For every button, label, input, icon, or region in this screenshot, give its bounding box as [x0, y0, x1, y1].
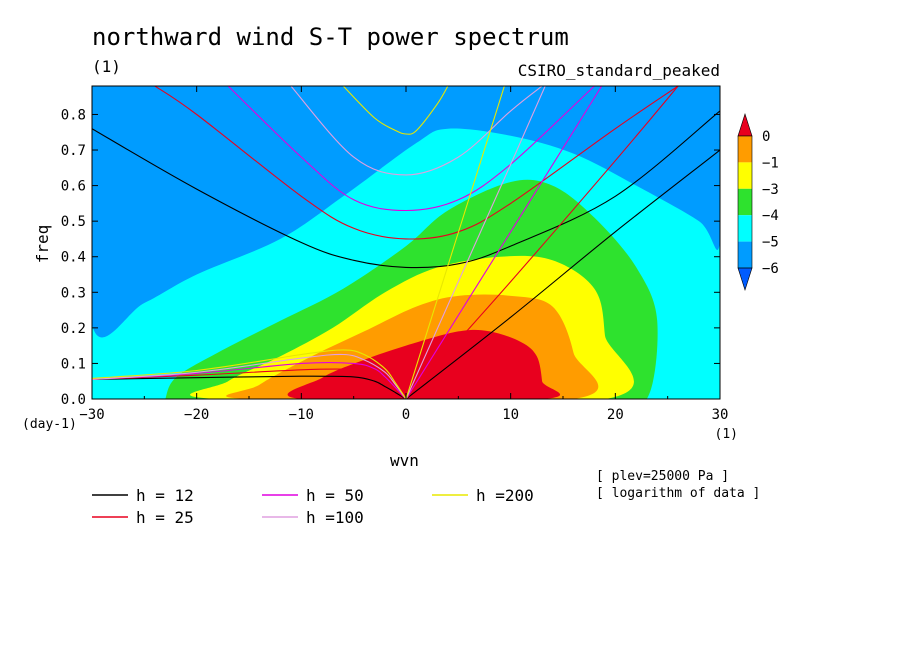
colorbar-level-label: −5	[762, 235, 779, 251]
x-tick-label: −10	[289, 407, 314, 423]
x-tick-label: 0	[402, 407, 410, 423]
legend: h = 12 h = 25 h = 50 h =100 h =200	[92, 486, 534, 527]
dispersion-kelvin-h100	[405, 86, 546, 399]
legend-label: h = 25	[136, 508, 194, 527]
dispersion-rossby-h200	[92, 349, 407, 399]
colorbar: 0 −1 −3 −4 −5 −6	[737, 113, 779, 291]
colorbar-swatch	[738, 136, 752, 163]
annotation-log: [ logarithm of data ]	[596, 486, 760, 501]
x-tick-label: −30	[79, 407, 104, 423]
colorbar-bottom-arrow	[737, 267, 753, 291]
dispersion-curves	[92, 86, 720, 399]
colorbar-level-label: −6	[762, 261, 779, 277]
x-axis: −30 −20 −10 0 10 20 30	[79, 86, 728, 423]
dispersion-parabola-h100	[290, 86, 543, 176]
y-tick-label: 0.3	[61, 285, 86, 301]
legend-label: h = 50	[306, 486, 364, 505]
dispersion-parabola-h25	[154, 86, 679, 240]
colorbar-swatch	[738, 215, 752, 242]
y-axis: 0.0 0.1 0.2 0.3 0.4 0.5 0.6 0.7 0.8	[61, 107, 720, 408]
legend-label: h = 12	[136, 486, 194, 505]
dispersion-kelvin-h25	[405, 86, 679, 399]
x-tick-label: 30	[712, 407, 729, 423]
dispersion-rossby-h25	[92, 368, 407, 399]
chart-subtitle-left: (1)	[92, 57, 121, 76]
y-tick-label: 0.2	[61, 321, 86, 337]
chart-title: northward wind S-T power spectrum	[92, 23, 569, 51]
colorbar-swatch	[738, 162, 752, 189]
y-axis-unit: (day-1)	[22, 417, 77, 432]
y-axis-label: freq	[33, 225, 52, 264]
colorbar-level-label: −3	[762, 182, 779, 198]
colorbar-frame	[737, 135, 753, 269]
legend-label: h =200	[476, 486, 534, 505]
chart-subtitle-right: CSIRO_standard_peaked	[518, 61, 720, 80]
y-tick-label: 0.6	[61, 179, 86, 195]
x-tick-label: 20	[607, 407, 624, 423]
y-tick-label: 0.4	[61, 250, 86, 266]
dispersion-parabola-h200	[342, 86, 449, 135]
dispersion-kelvin-h50	[405, 86, 603, 399]
y-tick-label: 0.7	[61, 143, 86, 159]
y-tick-label: 0.8	[61, 107, 86, 123]
dispersion-rossby-h100	[92, 353, 407, 399]
contour-fill-level-0	[287, 329, 560, 399]
colorbar-swatch	[738, 241, 752, 268]
colorbar-level-label: −4	[762, 208, 779, 224]
x-tick-label: 10	[502, 407, 519, 423]
dispersion-parabola-h12	[92, 110, 720, 269]
dispersion-kelvin-h12	[405, 149, 720, 399]
x-axis-label: wvn	[390, 451, 419, 470]
legend-label: h =100	[306, 508, 364, 527]
y-tick-label: 0.5	[61, 214, 86, 230]
colorbar-top-arrow	[737, 113, 753, 137]
dispersion-kelvin-h200	[405, 86, 505, 399]
colorbar-swatch	[738, 188, 752, 216]
colorbar-level-label: 0	[762, 129, 770, 145]
plot-area	[91, 85, 721, 400]
y-tick-label: 0.1	[61, 356, 86, 372]
dispersion-rossby-h50	[92, 361, 407, 399]
colorbar-level-label: −1	[762, 155, 779, 171]
dispersion-parabola-h50	[227, 86, 595, 212]
y-tick-label: 0.0	[61, 392, 86, 408]
dispersion-rossby-h12	[92, 375, 407, 399]
annotation-plev: [ plev=25000 Pa ]	[596, 469, 729, 484]
x-axis-unit: (1)	[715, 427, 738, 442]
x-tick-label: −20	[184, 407, 209, 423]
